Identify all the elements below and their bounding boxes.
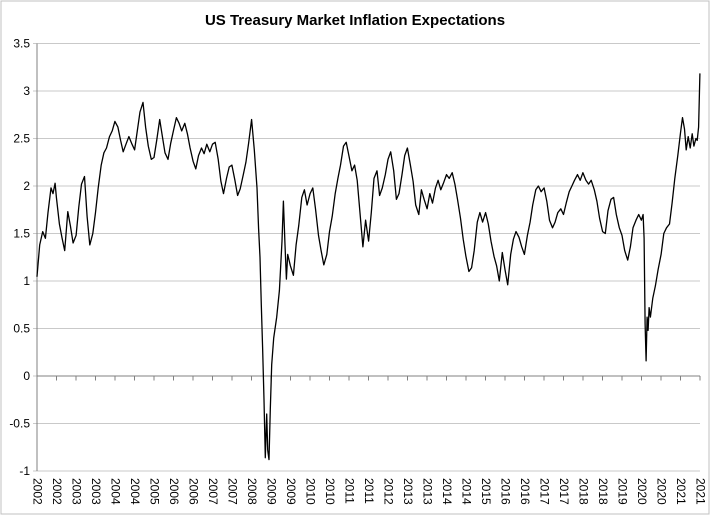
x-axis-label: 2021 — [674, 478, 688, 505]
x-axis-labels: 2002 2002 2003 2003 2004 2004 2005 2006 2006 2007… — [31, 478, 708, 505]
x-axis-label: 2019 — [616, 478, 630, 505]
x-axis-label: 2003 — [89, 478, 103, 505]
x-axis-label: 2021 — [694, 478, 708, 505]
x-axis-label: 2014 — [460, 478, 474, 505]
x-axis-label: 2006 — [187, 478, 201, 505]
inflation-expectations-series-line — [36, 73, 701, 461]
y-axis-label: 3.5 — [13, 37, 30, 51]
x-axis-label: 2014 — [440, 478, 454, 505]
y-axis-label: 2 — [23, 179, 30, 193]
x-axis-label: 2007 — [206, 478, 220, 505]
axes — [36, 43, 701, 471]
y-axis-label: 2.5 — [13, 132, 30, 146]
y-axis-label: 0 — [23, 369, 30, 383]
x-axis-label: 2018 — [596, 478, 610, 505]
y-axis-label: 0.5 — [13, 322, 30, 336]
y-axis-labels: 3.5 3 2.5 2 1.5 1 0.5 0 -0.5 -1 — [9, 37, 30, 479]
x-axis-label: 2016 — [518, 478, 532, 505]
x-axis-label: 2018 — [577, 478, 591, 505]
x-axis-label: 2011 — [343, 478, 357, 504]
x-axis-label: 2007 — [226, 478, 240, 505]
x-axis-label: 2009 — [265, 478, 279, 505]
x-axis-label: 2015 — [479, 478, 493, 505]
y-axis-label: 1 — [23, 274, 30, 288]
x-axis-label: 2009 — [284, 478, 298, 505]
y-axis-label: -0.5 — [9, 417, 30, 431]
y-axis-label: -1 — [19, 464, 30, 478]
chart-title: US Treasury Market Inflation Expectation… — [205, 12, 505, 29]
x-axis-label: 2004 — [109, 478, 123, 505]
x-axis-label: 2013 — [401, 478, 415, 505]
x-axis-label: 2010 — [304, 478, 318, 505]
x-axis-label: 2003 — [70, 478, 84, 505]
x-axis-label: 2020 — [635, 478, 649, 505]
x-axis-label: 2017 — [538, 478, 552, 505]
x-axis-label: 2016 — [499, 478, 513, 505]
x-axis-label: 2017 — [557, 478, 571, 505]
y-axis-label: 3 — [23, 84, 30, 98]
x-axis-label: 2020 — [655, 478, 669, 505]
x-axis-label: 2012 — [382, 478, 396, 505]
x-axis-label: 2011 — [362, 478, 376, 504]
x-axis-label: 2004 — [128, 478, 142, 505]
y-axis-label: 1.5 — [13, 227, 30, 241]
x-axis-label: 2010 — [323, 478, 337, 505]
gridlines — [33, 43, 700, 472]
x-axis-label: 2006 — [167, 478, 181, 505]
x-axis-label: 2002 — [31, 478, 45, 505]
x-axis-label: 2008 — [245, 478, 259, 505]
x-axis-label: 2013 — [421, 478, 435, 505]
x-axis-label: 2005 — [148, 478, 162, 505]
x-axis-label: 2002 — [50, 478, 64, 505]
